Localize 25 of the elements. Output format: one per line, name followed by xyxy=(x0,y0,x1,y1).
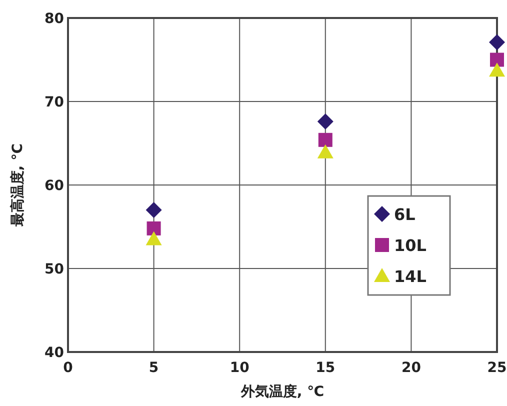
legend-label: 6L xyxy=(394,205,416,224)
y-tick-label: 80 xyxy=(44,11,64,27)
x-tick-label: 10 xyxy=(230,360,250,376)
point xyxy=(317,144,334,158)
x-axis-title: 外気温度, ℃ xyxy=(240,383,324,400)
x-tick-label: 0 xyxy=(63,360,74,376)
legend-label: 14L xyxy=(394,267,426,286)
y-tick-label: 60 xyxy=(44,178,64,194)
point xyxy=(146,231,162,246)
point xyxy=(317,114,334,130)
point xyxy=(146,202,162,218)
point xyxy=(489,34,505,50)
x-tick-label: 5 xyxy=(148,360,159,376)
point xyxy=(318,132,332,147)
y-tick-label: 70 xyxy=(44,94,64,110)
y-axis-title: 最高温度, ℃ xyxy=(9,143,26,228)
y-tick-label: 40 xyxy=(44,345,64,361)
y-tick-label: 50 xyxy=(44,262,64,278)
x-tick-label: 25 xyxy=(487,360,507,376)
point xyxy=(489,62,505,77)
x-tick-label: 20 xyxy=(401,360,422,376)
point xyxy=(146,221,161,236)
legend-label: 10L xyxy=(394,236,426,255)
x-tick-label: 15 xyxy=(316,360,336,376)
point xyxy=(490,52,504,67)
